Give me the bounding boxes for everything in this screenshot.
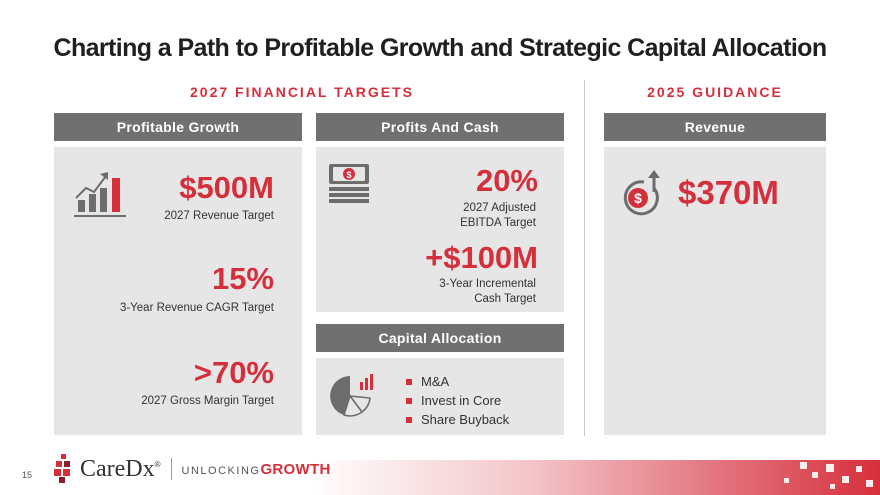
cash-stack-icon: $ bbox=[329, 164, 369, 203]
ebitda-target-label-line1: 2027 Adjusted bbox=[463, 202, 536, 214]
logo-separator bbox=[170, 458, 172, 480]
page-number: 15 bbox=[22, 470, 33, 480]
guidance-section-title: 2025 GUIDANCE bbox=[647, 84, 783, 100]
cash-target-label-line2: Cash Target bbox=[474, 293, 536, 305]
gross-margin-target-value: >70% bbox=[193, 355, 274, 390]
cash-target-value: +$100M bbox=[425, 240, 538, 275]
gross-margin-target-label: 2027 Gross Margin Target bbox=[141, 395, 274, 407]
footer-gradient-band bbox=[0, 460, 880, 495]
slide-title: Charting a Path to Profitable Growth and… bbox=[53, 34, 827, 62]
list-item: M&A bbox=[406, 372, 509, 391]
cagr-target-label: 3-Year Revenue CAGR Target bbox=[119, 302, 274, 314]
profitable-growth-header: Profitable Growth bbox=[54, 113, 302, 141]
capital-allocation-list: M&A Invest in Core Share Buyback bbox=[406, 372, 509, 429]
svg-text:$: $ bbox=[634, 190, 642, 206]
tagline: UNLOCKINGGROWTH bbox=[181, 460, 331, 478]
cagr-target-value: 15% bbox=[211, 261, 274, 296]
logo-wordmark: CareDx bbox=[80, 455, 155, 482]
targets-section-title: 2027 FINANCIAL TARGETS bbox=[190, 84, 414, 100]
bar-chart-growth-icon bbox=[74, 172, 126, 217]
profits-cash-header: Profits And Cash bbox=[316, 113, 564, 141]
ebitda-target-value: 20% bbox=[475, 163, 538, 198]
list-item: Invest in Core bbox=[406, 391, 509, 410]
guidance-revenue-value: $370M bbox=[678, 174, 779, 211]
registered-mark: ® bbox=[154, 460, 161, 469]
guidance-revenue-header: Revenue bbox=[604, 113, 826, 141]
list-item: Share Buyback bbox=[406, 410, 509, 429]
svg-text:$: $ bbox=[346, 170, 351, 180]
section-divider bbox=[584, 80, 585, 436]
capital-allocation-header: Capital Allocation bbox=[316, 324, 564, 352]
caredx-logo: CareDx ® UNLOCKINGGROWTH bbox=[54, 452, 331, 486]
ebitda-target-label-line2: EBITDA Target bbox=[460, 217, 536, 229]
cash-target-label-line1: 3-Year Incremental bbox=[439, 278, 536, 290]
revenue-target-label: 2027 Revenue Target bbox=[164, 210, 274, 222]
revenue-target-value: $500M bbox=[179, 170, 274, 205]
pie-chart-icon bbox=[330, 374, 373, 417]
caredx-logo-mark-icon bbox=[54, 454, 70, 483]
dollar-growth-icon: $ bbox=[623, 170, 660, 216]
